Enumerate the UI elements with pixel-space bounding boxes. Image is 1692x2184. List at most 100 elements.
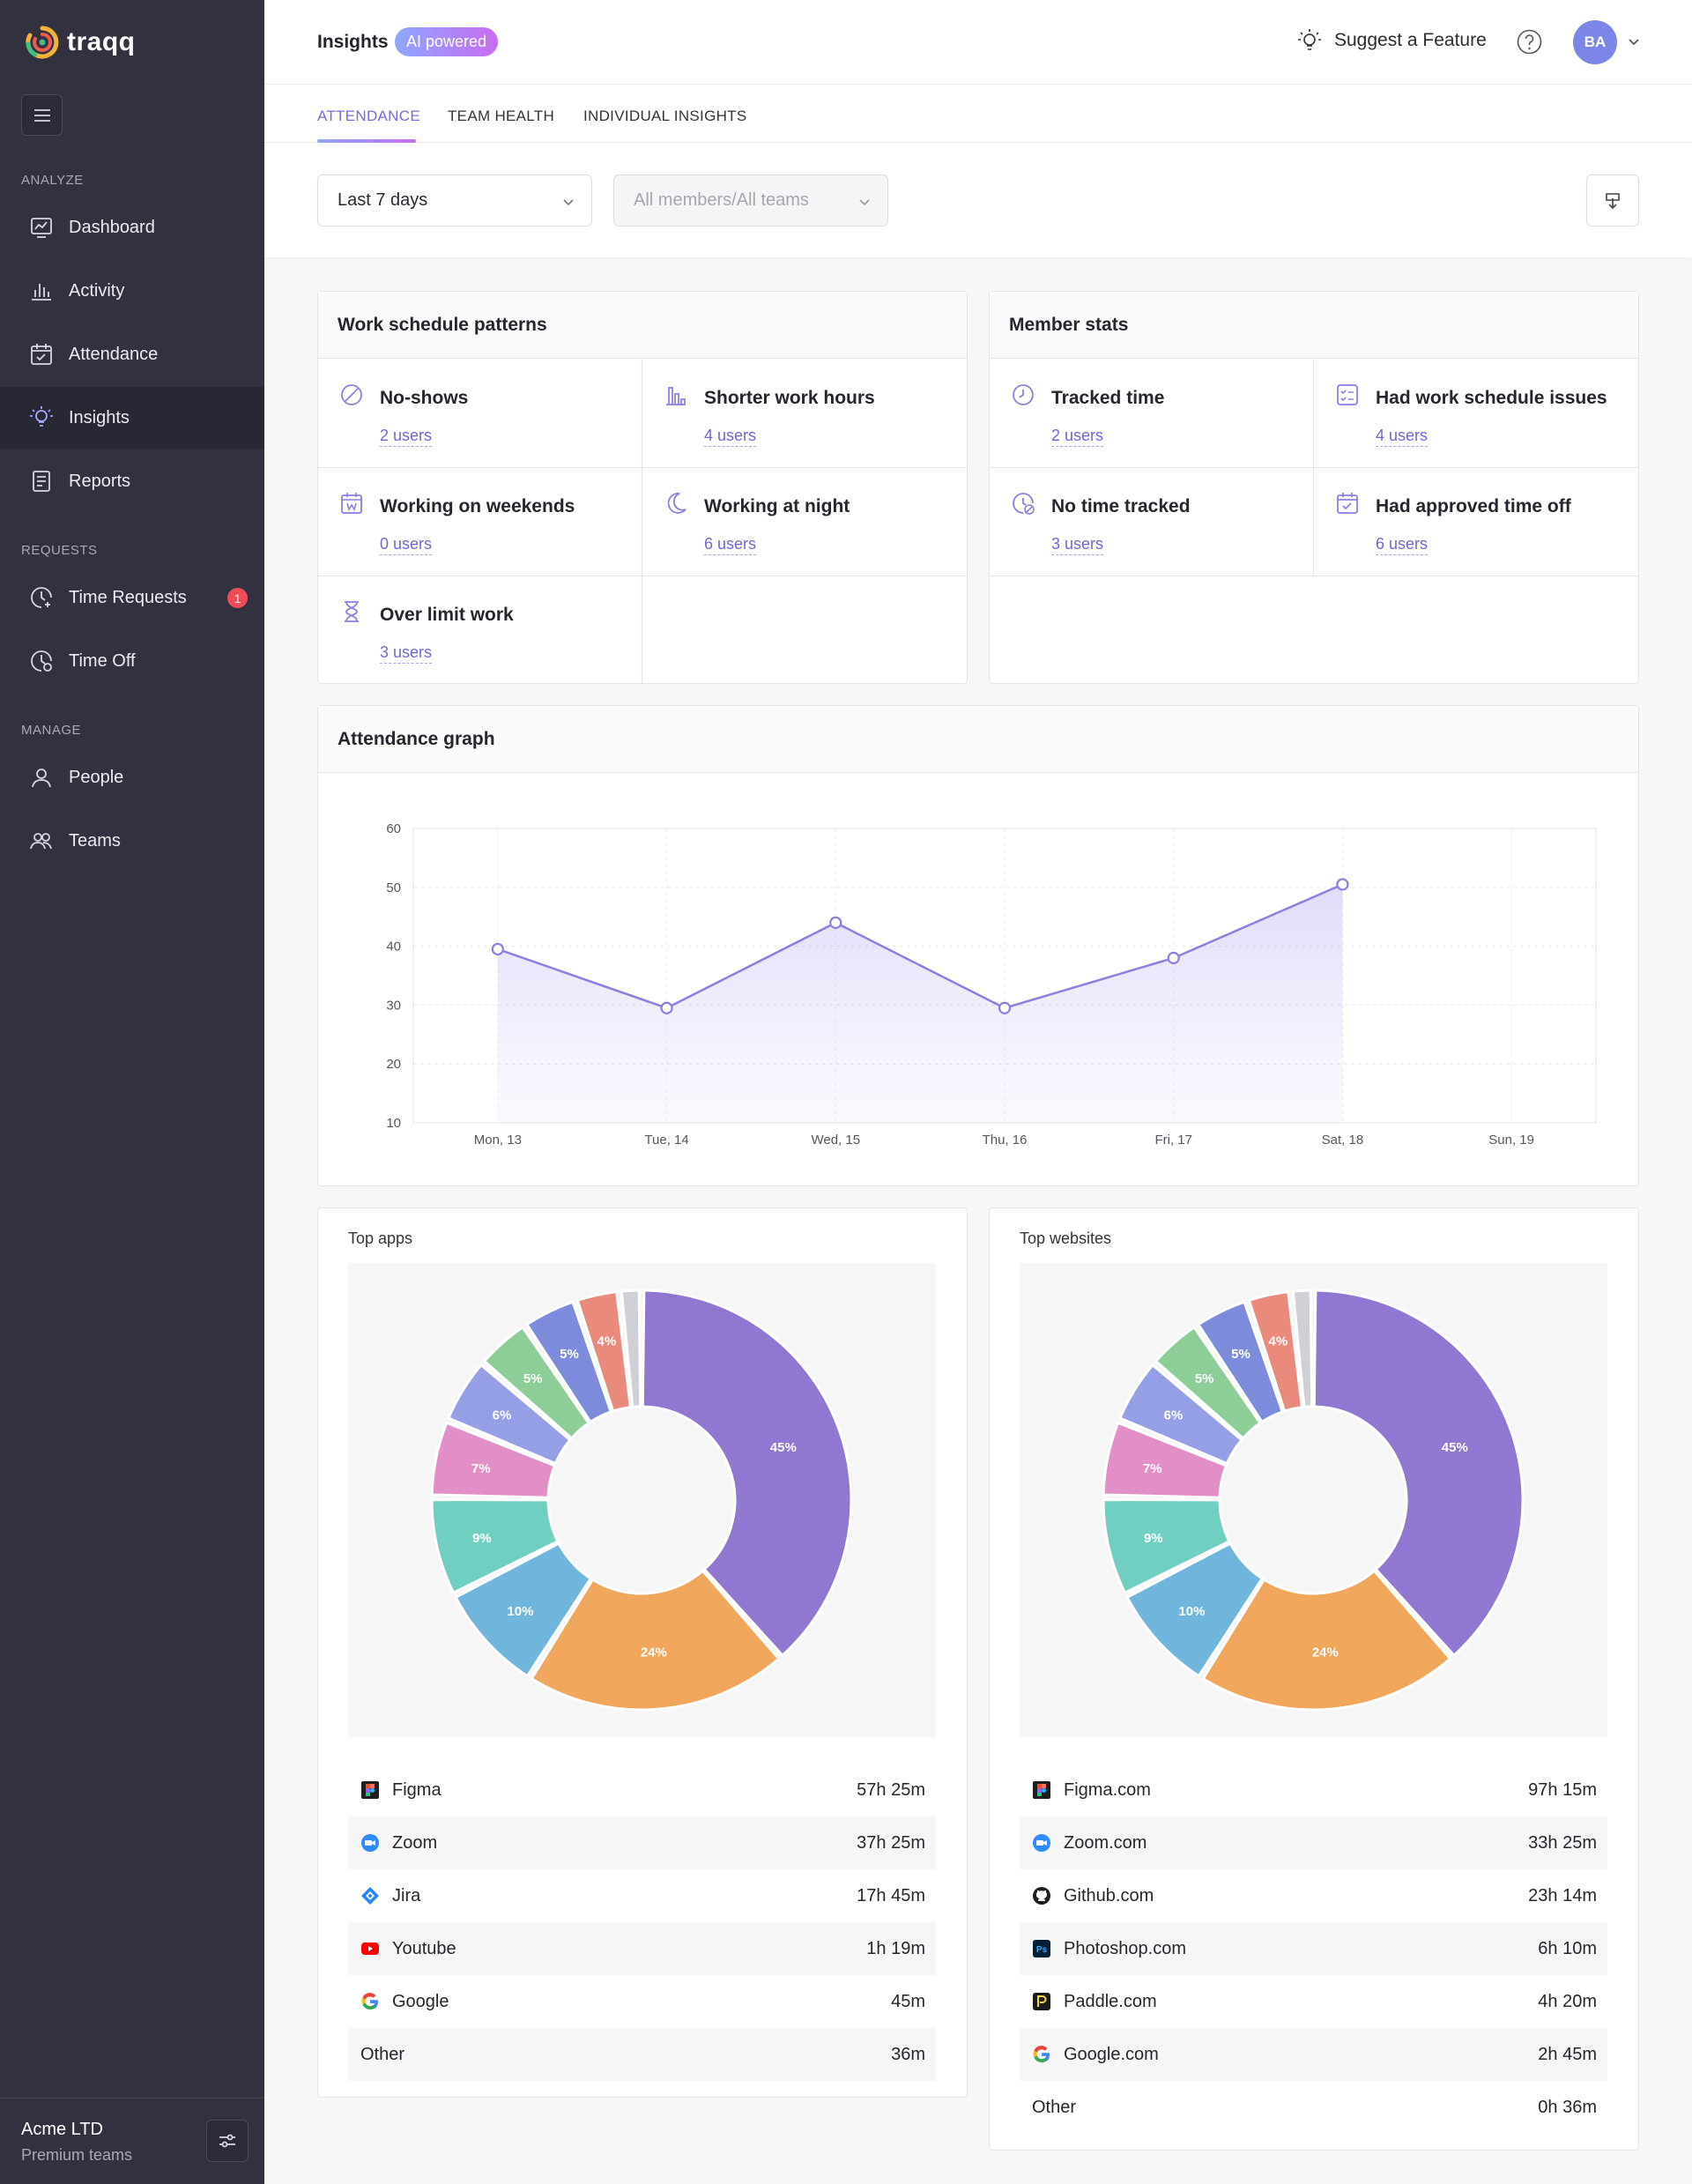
- pie-slice[interactable]: [1102, 1421, 1228, 1499]
- pie-slice[interactable]: [1247, 1290, 1304, 1413]
- top-websites-card: Top websites 45% 24% 10% 9% 7% 6% 5% 5% 4% Figma…: [989, 1207, 1639, 2151]
- pie-slice[interactable]: [1291, 1289, 1314, 1409]
- item-name: Figma: [392, 1779, 442, 1800]
- stat-value-link[interactable]: 6 users: [704, 535, 757, 555]
- item-time: 57h 25m: [857, 1779, 925, 1800]
- attendance-line-chart: 60 50 40 30 20 10 Mon, 13 Tue, 14 Wed, 15 Thu, 16…: [386, 821, 1597, 1148]
- list-item[interactable]: Zoom.com 33h 25m: [1020, 1816, 1607, 1869]
- pie-slice[interactable]: [446, 1363, 573, 1466]
- suggest-feature-button[interactable]: Suggest a Feature: [1295, 26, 1487, 55]
- list-item[interactable]: Google.com 2h 45m: [1020, 2028, 1607, 2081]
- brand-logo[interactable]: traqq: [25, 19, 136, 65]
- top-bar: Insights AI powered Suggest a Feature BA: [264, 0, 1692, 85]
- stat-value-link[interactable]: 6 users: [1376, 535, 1429, 555]
- data-point[interactable]: [829, 916, 842, 929]
- pie-slice[interactable]: [524, 1300, 613, 1424]
- pie-slice[interactable]: [1102, 1498, 1231, 1595]
- period-select-value: Last 7 days: [338, 190, 428, 210]
- export-button[interactable]: [1586, 175, 1639, 227]
- menu-toggle-button[interactable]: [21, 94, 63, 136]
- data-point[interactable]: [491, 942, 504, 956]
- stat-value-link[interactable]: 4 users: [704, 427, 757, 447]
- data-point[interactable]: [1336, 878, 1349, 891]
- pie-slice[interactable]: [1201, 1569, 1452, 1712]
- pie-slice[interactable]: [1312, 1289, 1525, 1658]
- tab-team-health[interactable]: TEAM HEALTH: [448, 108, 555, 124]
- y-tick-label: 10: [386, 1116, 401, 1131]
- list-item[interactable]: Zoom 37h 25m: [348, 1816, 936, 1869]
- sidebar-item-time-off[interactable]: Time Off: [0, 630, 264, 692]
- pie-slice[interactable]: [430, 1421, 557, 1499]
- ai-powered-badge: AI powered: [395, 27, 499, 56]
- sidebar-item-insights[interactable]: Insights: [0, 387, 264, 449]
- company-settings-button[interactable]: [206, 2120, 249, 2162]
- data-point[interactable]: [660, 1001, 673, 1014]
- sidebar-item-activity[interactable]: Activity: [0, 260, 264, 322]
- data-point[interactable]: [998, 1001, 1012, 1014]
- pie-slice[interactable]: [1196, 1300, 1285, 1424]
- list-item[interactable]: Figma 57h 25m: [348, 1764, 936, 1816]
- sidebar-item-label: People: [69, 767, 124, 787]
- pie-slice[interactable]: [641, 1289, 853, 1658]
- sidebar-item-dashboard[interactable]: Dashboard: [0, 197, 264, 258]
- pie-slice[interactable]: [620, 1289, 642, 1409]
- sidebar-item-reports[interactable]: Reports: [0, 450, 264, 512]
- x-tick-label: Mon, 13: [474, 1133, 522, 1148]
- pie-slice[interactable]: [1117, 1363, 1244, 1466]
- members-select[interactable]: All members/All teams: [613, 175, 888, 227]
- tab-individual-insights[interactable]: INDIVIDUAL INSIGHTS: [583, 108, 747, 124]
- user-avatar[interactable]: BA: [1573, 20, 1617, 64]
- tab-attendance[interactable]: ATTENDANCE: [317, 108, 420, 124]
- stat-value-link[interactable]: 3 users: [1051, 535, 1104, 555]
- chevron-down-icon[interactable]: [1626, 33, 1642, 49]
- section-label-manage: MANAGE: [21, 723, 82, 738]
- pie-slice[interactable]: [1125, 1541, 1265, 1678]
- sidebar-item-label: Reports: [69, 471, 131, 491]
- sidebar-item-time-requests[interactable]: Time Requests 1: [0, 567, 264, 628]
- item-name: Github.com: [1064, 1885, 1154, 1905]
- list-item[interactable]: Other 36m: [348, 2028, 936, 2081]
- list-item[interactable]: Github.com 23h 14m: [1020, 1869, 1607, 1922]
- item-time: 37h 25m: [857, 1832, 925, 1853]
- stat-value-link[interactable]: 0 users: [380, 535, 433, 555]
- pie-slice[interactable]: [482, 1325, 590, 1440]
- slice-label: 6%: [493, 1408, 512, 1423]
- sidebar-item-label: Time Off: [69, 650, 136, 671]
- list-item[interactable]: Paddle.com 4h 20m: [1020, 1975, 1607, 2028]
- pie-slice[interactable]: [575, 1290, 633, 1413]
- sidebar-item-teams[interactable]: Teams: [0, 810, 264, 872]
- pie-slice[interactable]: [530, 1569, 781, 1712]
- pie-slice[interactable]: [1154, 1325, 1262, 1440]
- period-select[interactable]: Last 7 days: [317, 175, 592, 227]
- active-tab-indicator: [317, 139, 416, 143]
- stat-label: Working at night: [704, 496, 850, 516]
- list-item[interactable]: Youtube 1h 19m: [348, 1922, 936, 1975]
- list-item[interactable]: Jira 17h 45m: [348, 1869, 936, 1922]
- stat-value-link[interactable]: 2 users: [380, 427, 433, 447]
- top-websites-donut-chart: 45% 24% 10% 9% 7% 6% 5% 5% 4%: [1102, 1289, 1525, 1712]
- list-item[interactable]: Other 0h 36m: [1020, 2081, 1607, 2134]
- pie-slice[interactable]: [430, 1498, 560, 1595]
- chevron-down-icon: [859, 199, 870, 206]
- slice-label: 5%: [1231, 1347, 1250, 1362]
- stat-value-link[interactable]: 2 users: [1051, 427, 1104, 447]
- ban-icon: [341, 384, 362, 405]
- sidebar-item-people[interactable]: People: [0, 747, 264, 808]
- sidebar-item-attendance[interactable]: Attendance: [0, 323, 264, 385]
- item-name: Figma.com: [1064, 1779, 1151, 1800]
- data-point[interactable]: [1167, 951, 1180, 965]
- stat-value-link[interactable]: 4 users: [1376, 427, 1429, 447]
- moon-icon: [667, 493, 686, 514]
- clock-icon: [1013, 384, 1034, 405]
- slice-label: 10%: [1178, 1604, 1205, 1619]
- pie-slice[interactable]: [454, 1541, 593, 1678]
- help-icon[interactable]: [1516, 28, 1543, 56]
- stat-value-link[interactable]: 3 users: [380, 643, 433, 664]
- lightbulb-icon: [30, 406, 53, 427]
- list-item[interactable]: Ps Photoshop.com 6h 10m: [1020, 1922, 1607, 1975]
- dashboard-icon: [31, 218, 52, 238]
- attendance-graph-card: Attendance graph 60 50 40 30 20 10 Mon, 13 Tue,…: [317, 705, 1639, 1186]
- list-item[interactable]: Google 45m: [348, 1975, 936, 2028]
- brand-name: traqq: [67, 27, 136, 56]
- list-item[interactable]: Figma.com 97h 15m: [1020, 1764, 1607, 1816]
